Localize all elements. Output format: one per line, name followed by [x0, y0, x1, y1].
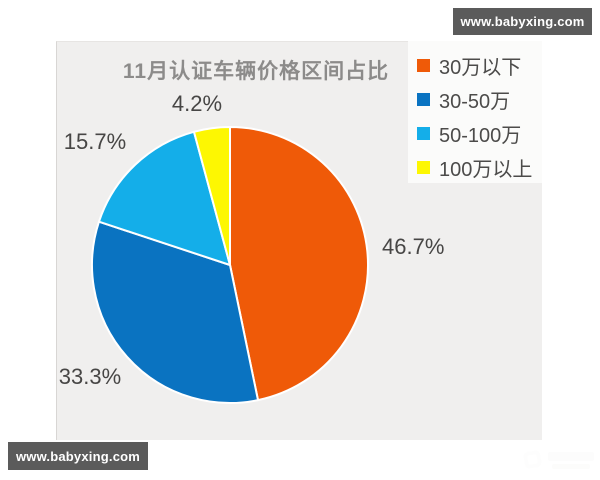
legend-swatch-icon: [417, 126, 430, 140]
legend-item-30-50w: 30-50万: [417, 82, 542, 116]
legend-item-30w-below: 30万以下: [417, 48, 542, 82]
chart-title: 11月认证车辆价格区间占比: [122, 60, 390, 83]
site-watermark-bottom: www.babyxing.com: [8, 442, 148, 470]
pie-chart: [90, 125, 370, 405]
faint-provider-watermark-logo: [522, 448, 596, 474]
pie-slice-50-100万: [97, 130, 231, 266]
legend-swatch-icon: [417, 92, 430, 106]
pie-svg: [91, 126, 369, 405]
watermark-text-blur: [552, 464, 590, 469]
site-watermark-top: www.babyxing.com: [453, 8, 592, 35]
legend-label: 30-50万: [439, 90, 511, 113]
pie-label-50-100w: 15.7%: [63, 129, 127, 154]
legend-item-100w-up: 100万以上: [417, 150, 542, 184]
legend: 30万以下 30-50万 50-100万 100万以上: [408, 41, 542, 183]
pie-slice-30万以下: [229, 126, 369, 402]
legend-swatch-icon: [417, 58, 430, 72]
legend-item-50-100w: 50-100万: [417, 116, 542, 150]
pie-slice-100万以上: [192, 126, 231, 266]
legend-label: 30万以下: [439, 56, 522, 79]
legend-label: 50-100万: [439, 124, 522, 147]
legend-swatch-icon: [417, 160, 430, 174]
watermark-text-blur: [548, 452, 594, 461]
legend-label: 100万以上: [439, 158, 533, 181]
pie-label-100w-up: 4.2%: [171, 91, 223, 116]
pie-slice-30-50万: [91, 220, 260, 405]
watermark-ring-icon: [522, 449, 543, 470]
pie-label-30w-below: 46.7%: [382, 234, 445, 259]
pie-label-30-50w: 33.3%: [58, 364, 122, 389]
